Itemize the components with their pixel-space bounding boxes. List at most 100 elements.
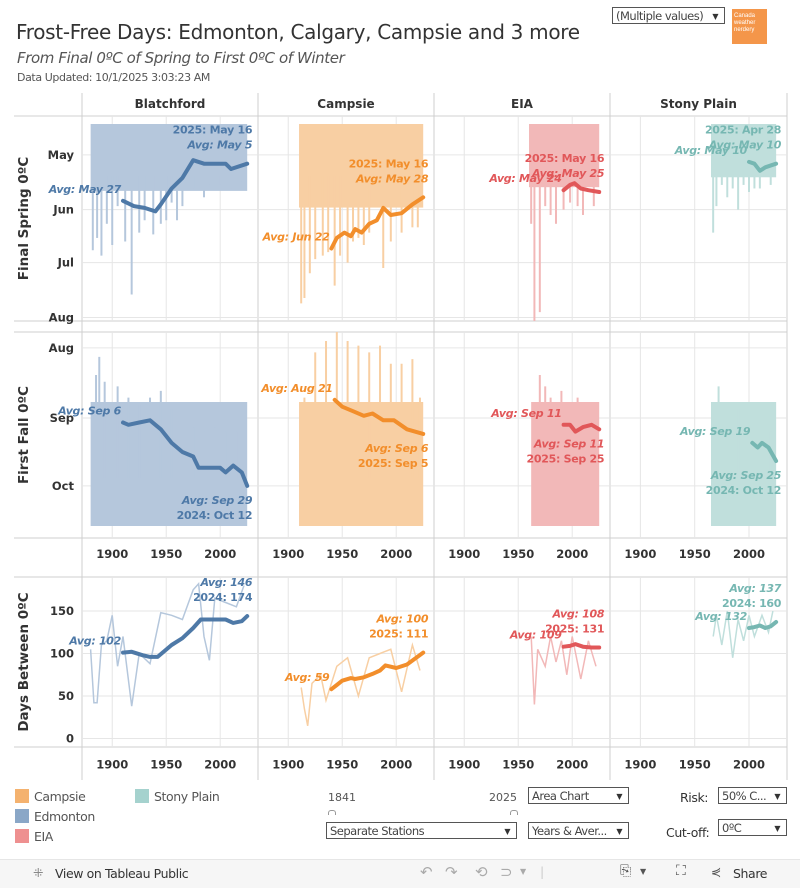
x-tick-label: 1950 bbox=[502, 758, 534, 772]
y-tick-label: Aug bbox=[49, 341, 74, 355]
y-tick-label: 50 bbox=[58, 689, 74, 703]
chevron-down-icon: ▼ bbox=[712, 12, 718, 21]
data-annotation: Avg: May 5 bbox=[186, 139, 253, 152]
y-tick-label: 150 bbox=[50, 604, 74, 618]
cutoff-dropdown[interactable]: 0ºC ▼ bbox=[718, 819, 787, 836]
area-fill bbox=[531, 402, 600, 526]
legend-swatch bbox=[15, 829, 29, 843]
legend-item-edmonton[interactable]: Edmonton bbox=[15, 809, 95, 824]
column-header: Stony Plain bbox=[660, 97, 737, 111]
data-annotation: Avg: May 10 bbox=[708, 139, 782, 152]
yearly-line bbox=[89, 582, 245, 707]
x-tick-label: 1900 bbox=[272, 758, 304, 772]
year-range-max-handle[interactable] bbox=[510, 810, 518, 815]
x-tick-label: 1900 bbox=[448, 547, 480, 561]
chevron-down-icon: ▼ bbox=[504, 827, 510, 836]
data-annotation: Avg: 109 bbox=[509, 629, 562, 642]
view-on-tableau-link[interactable]: View on Tableau Public bbox=[55, 866, 189, 881]
row-axis-title: First Fall 0ºC bbox=[16, 386, 32, 484]
y-tick-label: 0 bbox=[66, 732, 74, 746]
station-mode-value: Separate Stations bbox=[330, 824, 425, 838]
x-tick-label: 1950 bbox=[150, 547, 182, 561]
chevron-down-icon: ▼ bbox=[616, 792, 622, 801]
data-annotation: 2024: 174 bbox=[193, 591, 253, 604]
y-tick-label: May bbox=[48, 148, 75, 162]
risk-dropdown[interactable]: 50% C... ▼ bbox=[718, 787, 787, 804]
yearly-line bbox=[712, 610, 774, 658]
risk-label: Risk: bbox=[680, 790, 709, 805]
legend-item-campsie[interactable]: Campsie bbox=[15, 789, 86, 804]
data-annotation: Avg: Jun 22 bbox=[262, 231, 330, 244]
chevron-down-icon[interactable]: ▼ bbox=[520, 867, 526, 876]
chevron-down-icon[interactable]: ▼ bbox=[640, 867, 646, 876]
column-header: Campsie bbox=[317, 97, 374, 111]
cutoff-value: 0ºC bbox=[722, 821, 742, 835]
chart-type-dropdown[interactable]: Area Chart ▼ bbox=[528, 787, 629, 804]
data-annotation: Avg: 100 bbox=[375, 613, 428, 626]
x-tick-label: 1950 bbox=[679, 547, 711, 561]
panel-blatchford: Avg: May 27 2025: May 16 Avg: May 5 bbox=[48, 124, 253, 295]
revert-icon[interactable]: ⟲ bbox=[475, 863, 488, 881]
year-range-min: 1841 bbox=[328, 791, 356, 804]
x-tick-label: 2000 bbox=[733, 758, 765, 772]
moving-average-line bbox=[747, 159, 779, 173]
panel-eia: Avg: May 24 2025: May 16 Avg: May 25 bbox=[488, 124, 605, 321]
cutoff-label: Cut-off: bbox=[666, 825, 710, 840]
logo-line: Canada bbox=[734, 13, 756, 19]
data-annotation: Avg: May 24 bbox=[488, 172, 561, 185]
legend-item-eia[interactable]: EIA bbox=[15, 829, 53, 844]
x-tick-label: 2000 bbox=[204, 758, 236, 772]
x-tick-label: 2000 bbox=[204, 547, 236, 561]
data-annotation: Avg: Sep 25 bbox=[710, 469, 782, 482]
dashboard-subtitle: From Final 0ºC of Spring to First 0ºC of… bbox=[17, 49, 345, 67]
legend-swatch bbox=[135, 789, 149, 803]
legend-swatch bbox=[15, 809, 29, 823]
moving-average-line bbox=[121, 614, 250, 659]
tableau-logo-icon: ⁜ bbox=[33, 865, 44, 880]
data-annotation: Avg: Sep 6 bbox=[364, 442, 429, 455]
data-annotation: Avg: 132 bbox=[694, 610, 747, 623]
risk-value: 50% C... bbox=[722, 789, 767, 803]
data-annotation: Avg: 108 bbox=[551, 608, 604, 621]
y-tick-label: Jun bbox=[52, 203, 74, 217]
chevron-down-icon: ▼ bbox=[616, 827, 622, 836]
legend-label: EIA bbox=[34, 829, 53, 844]
panel-campsie: Avg: Jun 22 2025: May 16 Avg: May 28 bbox=[262, 124, 429, 304]
legend-label: Edmonton bbox=[34, 809, 95, 824]
share-icon[interactable]: ⋞ bbox=[711, 864, 722, 879]
panel-blatchford: Avg: 102 Avg: 146 2024: 174 bbox=[68, 576, 253, 707]
legend-item-stony-plain[interactable]: Stony Plain bbox=[135, 789, 220, 804]
x-tick-label: 2000 bbox=[556, 758, 588, 772]
moving-average-line bbox=[121, 158, 250, 214]
moving-average-line bbox=[329, 650, 426, 692]
download-icon[interactable]: ⎘ bbox=[620, 863, 631, 879]
display-mode-dropdown[interactable]: Years & Aver... ▼ bbox=[528, 822, 629, 839]
year-range-min-handle[interactable] bbox=[328, 810, 336, 815]
station-filter-dropdown[interactable]: (Multiple values) ▼ bbox=[612, 7, 725, 24]
data-annotation: 2024: 160 bbox=[722, 597, 782, 610]
data-annotation: Avg: 137 bbox=[728, 582, 781, 595]
data-annotation: Avg: Sep 11 bbox=[490, 407, 561, 420]
undo-icon[interactable]: ↶ bbox=[420, 863, 433, 881]
share-button[interactable]: Share bbox=[733, 866, 768, 881]
chevron-down-icon: ▼ bbox=[774, 824, 780, 833]
panel-stony-plain: Avg: 132 Avg: 137 2024: 160 bbox=[694, 582, 782, 658]
x-tick-label: 1950 bbox=[502, 547, 534, 561]
data-annotation: 2025: Sep 5 bbox=[358, 457, 428, 470]
frost-free-days-chart[interactable]: Blatchford Campsie EIA Stony Plain Final Spr… bbox=[0, 0, 800, 780]
data-annotation: Avg: May 25 bbox=[531, 167, 605, 180]
x-tick-label: 1900 bbox=[96, 758, 128, 772]
x-tick-label: 1950 bbox=[326, 547, 358, 561]
refresh-icon[interactable]: ⊃ bbox=[500, 863, 513, 881]
moving-average-line bbox=[750, 440, 779, 463]
data-annotation: Avg: Sep 29 bbox=[181, 494, 253, 507]
chart-type-value: Area Chart bbox=[532, 789, 589, 803]
station-mode-dropdown[interactable]: Separate Stations ▼ bbox=[326, 822, 517, 839]
data-annotation: Avg: Sep 19 bbox=[679, 425, 751, 438]
yearly-line bbox=[530, 636, 597, 705]
data-annotation: 2025: May 16 bbox=[349, 157, 429, 170]
fullscreen-icon[interactable]: ⛶ bbox=[676, 863, 686, 879]
legend-label: Stony Plain bbox=[154, 789, 220, 804]
canada-weather-nerdery-logo[interactable]: Canada weather nerdery bbox=[732, 9, 767, 44]
redo-icon[interactable]: ↷ bbox=[445, 863, 458, 881]
